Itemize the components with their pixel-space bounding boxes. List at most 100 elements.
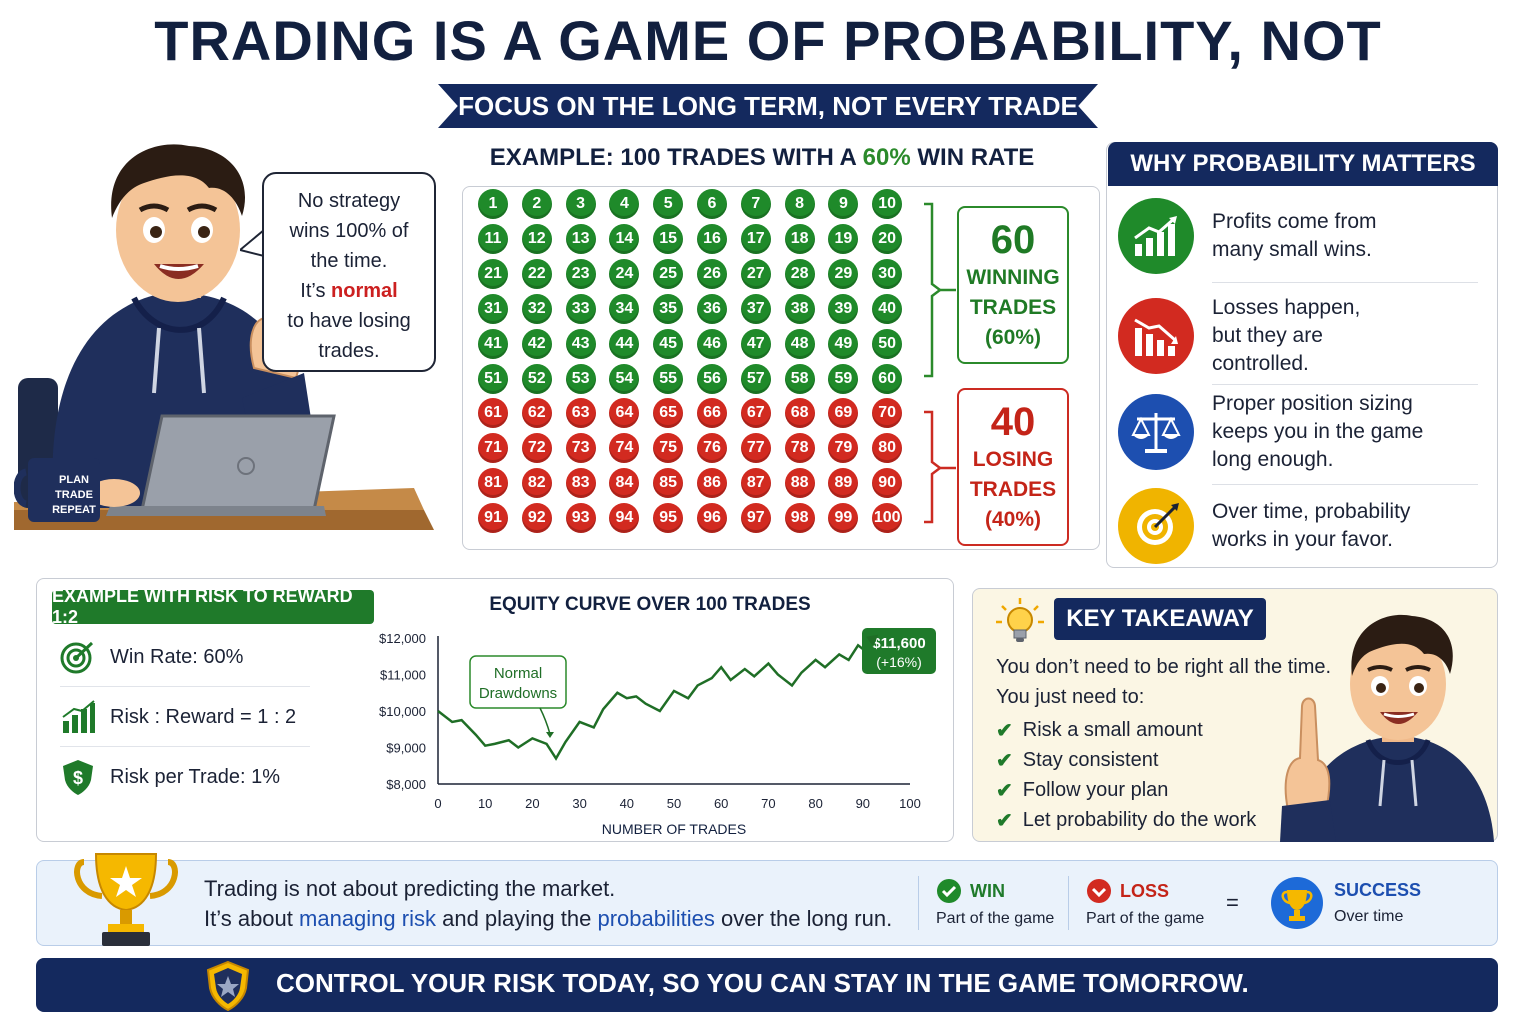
winning-trade-dot: 59	[828, 363, 859, 394]
losing-trade-dot: 66	[697, 398, 727, 429]
losing-trade-dot: 92	[521, 503, 552, 534]
balance-scale-icon	[1118, 394, 1194, 470]
mug-line3: REPEAT	[52, 504, 96, 516]
check-icon: ✔	[996, 810, 1013, 832]
divider	[1068, 876, 1069, 930]
check-icon: ✔	[996, 780, 1013, 802]
losing-trade-dot: 91	[478, 503, 508, 534]
speech-line-1: No strategy	[297, 190, 401, 212]
lightbulb-icon	[996, 598, 1044, 642]
trophy-icon	[74, 853, 178, 946]
winning-trade-dot: 53	[565, 363, 596, 394]
win-title: WIN	[970, 880, 1005, 901]
losing-trade-dot: 64	[609, 398, 640, 429]
losing-trade-dot: 80	[872, 433, 903, 464]
summary-line-2-mid: and playing the	[442, 906, 592, 931]
key-line-1: You don’t need to be right all the time.	[996, 656, 1332, 678]
y-tick-label: $10,000	[379, 704, 426, 719]
why-4-line-2: works in your favor.	[1212, 528, 1393, 551]
grid-title-highlight: 60%	[862, 144, 911, 171]
winning-trade-dot: 48	[784, 328, 815, 359]
speech-line-4: It’s normal	[264, 276, 434, 306]
divider	[1212, 282, 1478, 283]
x-tick-label: 60	[714, 796, 728, 811]
key-check-item: ✔ Follow your plan	[996, 778, 1168, 803]
losing-trade-dot: 62	[521, 398, 552, 429]
x-tick-label: 90	[856, 796, 870, 811]
winning-trade-dot: 17	[740, 223, 771, 254]
losing-trade-dot: 75	[653, 433, 684, 464]
losing-trade-dot: 94	[609, 503, 640, 534]
winning-trades-box: 60 WINNING TRADES (60%)	[957, 206, 1069, 364]
success-trophy-icon	[1271, 877, 1323, 929]
drawdown-annotation-box	[469, 655, 567, 709]
why-1-line-2: many small wins.	[1212, 238, 1372, 261]
key-line-2: You just need to:	[996, 686, 1145, 708]
loss-circle-icon	[1087, 879, 1111, 903]
winning-trade-dot: 26	[697, 258, 727, 289]
declining-chart-icon	[1118, 298, 1194, 374]
losing-trade-dot: 78	[784, 433, 815, 464]
winning-trade-dot: 56	[697, 363, 727, 394]
winning-trade-dot: 35	[653, 293, 684, 324]
mug-line2: TRADE	[55, 489, 93, 501]
losing-trade-dot: 85	[653, 468, 684, 499]
winning-trade-dot: 29	[828, 258, 859, 289]
why-2-line-3: controlled.	[1212, 352, 1309, 375]
why-3-line-2: keeps you in the game	[1212, 420, 1424, 443]
winning-trade-dot: 10	[872, 189, 903, 219]
speech-line-6: trades.	[318, 340, 380, 362]
winning-trade-dot: 2	[521, 189, 552, 219]
loss-title: LOSS	[1120, 880, 1170, 901]
y-tick-label: $8,000	[386, 777, 426, 792]
winning-trade-dot: 57	[740, 363, 771, 394]
losing-trade-dot: 81	[478, 468, 508, 499]
footer-text: CONTROL YOUR RISK TODAY, SO YOU CAN STAY…	[276, 968, 1249, 998]
winning-trade-dot: 54	[609, 363, 640, 394]
why-item-profits: Profits come from many small wins.	[1118, 190, 1488, 282]
winning-trade-dot: 36	[697, 293, 727, 324]
shield-dollar-icon: $	[63, 760, 93, 795]
losing-trade-dot: 61	[478, 398, 508, 429]
losing-trade-dot: 77	[740, 433, 771, 464]
divider	[918, 876, 919, 930]
winning-trade-dot: 3	[565, 189, 596, 219]
drawdown-arrowhead	[546, 732, 554, 738]
divider	[60, 746, 310, 747]
losing-trade-dot: 79	[828, 433, 859, 464]
subtitle-banner: FOCUS ON THE LONG TERM, NOT EVERY TRADE	[438, 84, 1098, 128]
winning-trade-dot: 4	[609, 189, 640, 219]
drawdown-annotation-line2: Drawdowns	[479, 685, 557, 702]
key-check-label: Follow your plan	[1022, 779, 1169, 801]
winning-trade-dot: 27	[740, 258, 771, 289]
check-circle-icon	[937, 879, 961, 903]
winning-trade-dot: 20	[872, 223, 903, 254]
winning-trade-dot: 42	[521, 328, 552, 359]
why-3-line-3: long enough.	[1212, 448, 1334, 471]
equity-arrowhead	[866, 634, 879, 647]
winning-trade-dot: 40	[872, 293, 903, 324]
winning-trade-dot: 22	[521, 258, 552, 289]
losing-trade-dot: 88	[784, 468, 815, 499]
winning-label-1: WINNING	[966, 266, 1060, 289]
x-tick-label: 70	[761, 796, 775, 811]
equity-curve-chart: EQUITY CURVE OVER 100 TRADES $12,000 $11,…	[379, 594, 936, 837]
winning-trade-dot: 16	[697, 223, 727, 254]
speech-bubble: No strategy wins 100% of the time. It’s …	[262, 172, 436, 372]
losing-trade-dot: 67	[740, 398, 771, 429]
key-check-item: ✔ Stay consistent	[996, 748, 1158, 773]
winning-trade-dot: 33	[565, 293, 596, 324]
trade-dots-grid: 1 2 3 4 5 6 7 8 9 10 11 12 13 14 15 16 17 18 19 20 21 22 23 24 2…	[478, 189, 918, 539]
why-item-losses: Losses happen, but they are controlled.	[1118, 290, 1488, 382]
key-check-label: Stay consistent	[1022, 749, 1159, 771]
winning-trade-dot: 50	[872, 328, 903, 359]
why-2-line-2: but they are	[1212, 324, 1323, 347]
winning-trade-dot: 23	[565, 258, 596, 289]
losing-label-1: LOSING	[972, 448, 1054, 471]
losing-trade-dot: 99	[828, 503, 859, 534]
speech-line-4-pre: It’s	[300, 280, 326, 302]
winning-label-2: TRADES	[969, 296, 1057, 319]
key-check-label: Let probability do the work	[1022, 809, 1257, 831]
svg-text:$: $	[73, 768, 83, 788]
losing-trade-dot: 86	[697, 468, 727, 499]
